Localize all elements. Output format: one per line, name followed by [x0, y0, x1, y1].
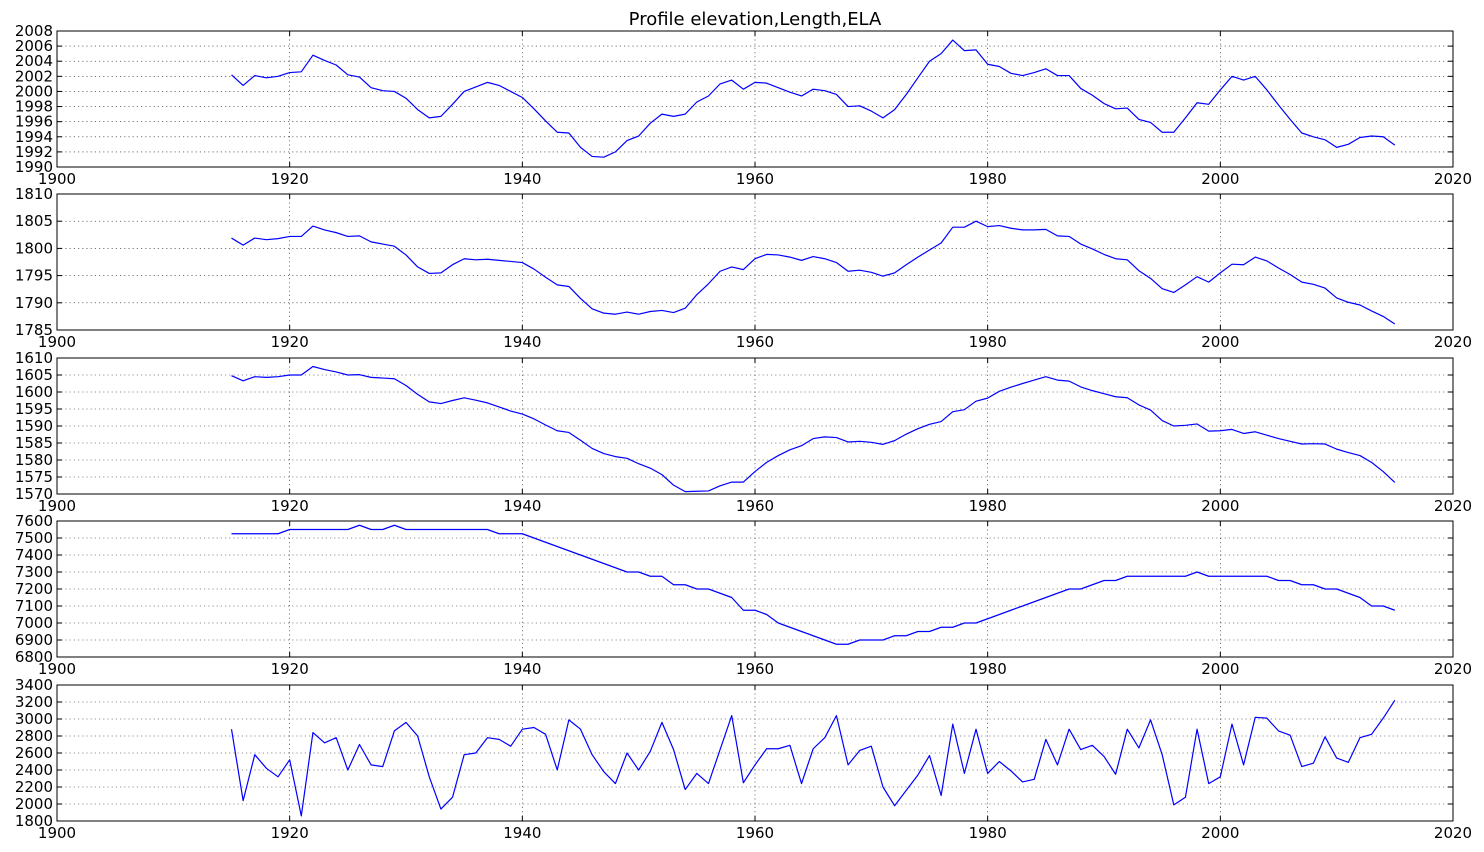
y-tick-label: 2000 [15, 82, 53, 100]
y-tick-label: 1590 [15, 417, 53, 435]
series-line [230, 699, 1396, 817]
x-tick-label: 1900 [38, 824, 76, 842]
y-tick-label: 2004 [15, 52, 53, 70]
y-tick-label: 2000 [15, 795, 53, 813]
y-tick-label: 1790 [15, 294, 53, 312]
y-tick-label: 7300 [15, 563, 53, 581]
series-line [231, 220, 1396, 325]
x-tick-label: 1940 [503, 333, 541, 351]
x-tick-label: 1900 [38, 660, 76, 678]
y-tick-label: 7100 [15, 597, 53, 615]
x-tick-label: 1980 [969, 333, 1007, 351]
x-tick-label: 1960 [736, 497, 774, 515]
y-tick-label: 1610 [15, 349, 53, 367]
x-tick-label: 2000 [1201, 497, 1239, 515]
y-tick-label: 1800 [15, 812, 53, 830]
x-tick-label: 1980 [969, 824, 1007, 842]
y-tick-label: 2002 [15, 67, 53, 85]
y-tick-label: 1994 [15, 128, 53, 146]
y-tick-label: 2800 [15, 727, 53, 745]
x-tick-label: 1960 [736, 170, 774, 188]
x-tick-label: 2000 [1201, 170, 1239, 188]
x-tick-label: 1980 [969, 170, 1007, 188]
y-tick-label: 1605 [15, 366, 53, 384]
y-tick-label: 7000 [15, 614, 53, 632]
y-tick-label: 2600 [15, 744, 53, 762]
y-tick-label: 1595 [15, 400, 53, 418]
x-tick-label: 1960 [736, 333, 774, 351]
y-tick-label: 1575 [15, 468, 53, 486]
subplot-2: 1900 1920 1940 1960 1980 2000 2020 1785 1790 1795… [15, 185, 1472, 351]
x-tick-label: 1980 [969, 497, 1007, 515]
x-tick-label: 2020 [1434, 170, 1472, 188]
y-tick-label: 7400 [15, 546, 53, 564]
y-tick-label: 1998 [15, 98, 53, 116]
x-tick-label: 1980 [969, 660, 1007, 678]
y-tick-label: 6900 [15, 631, 53, 649]
y-tick-label: 7500 [15, 529, 53, 547]
x-tick-label: 2020 [1434, 660, 1472, 678]
x-tick-label: 1940 [503, 660, 541, 678]
x-tick-label: 1940 [503, 497, 541, 515]
subplot-3: 1900 1920 1940 1960 1980 2000 2020 157015751580… [15, 349, 1472, 515]
y-tick-label: 1810 [15, 185, 53, 203]
x-tick-label: 1940 [503, 824, 541, 842]
y-tick-label: 1600 [15, 383, 53, 401]
y-tick-label: 6800 [15, 648, 53, 666]
x-tick-label: 1900 [38, 333, 76, 351]
x-tick-label: 1920 [271, 170, 309, 188]
subplot-4: 1900 1920 1940 1960 1980 2000 2020 680069007000… [15, 512, 1472, 678]
y-tick-label: 2400 [15, 761, 53, 779]
y-tick-label: 2200 [15, 778, 53, 796]
x-tick-label: 1940 [503, 170, 541, 188]
y-tick-label: 7600 [15, 512, 53, 530]
figure-title: Profile elevation,Length,ELA [629, 9, 882, 30]
y-tick-label: 1805 [15, 212, 53, 230]
y-tick-label: 3400 [15, 676, 53, 694]
x-tick-label: 1920 [271, 497, 309, 515]
y-tick-label: 1800 [15, 239, 53, 257]
y-tick-label: 7200 [15, 580, 53, 598]
y-tick-label: 1785 [15, 321, 53, 339]
y-tick-label: 1570 [15, 485, 53, 503]
x-tick-label: 1920 [271, 660, 309, 678]
x-tick-label: 1920 [271, 824, 309, 842]
x-tick-label: 1960 [736, 824, 774, 842]
y-tick-label: 3200 [15, 693, 53, 711]
y-tick-label: 2006 [15, 37, 53, 55]
x-tick-label: 1960 [736, 660, 774, 678]
x-tick-label: 1900 [38, 170, 76, 188]
x-tick-label: 2020 [1434, 497, 1472, 515]
x-tick-label: 2000 [1201, 824, 1239, 842]
y-tick-label: 2008 [15, 22, 53, 40]
series-line [231, 524, 1396, 645]
x-tick-label: 2020 [1434, 824, 1472, 842]
x-tick-label: 2000 [1201, 660, 1239, 678]
x-tick-label: 1900 [38, 497, 76, 515]
y-tick-label: 3000 [15, 710, 53, 728]
x-tick-label: 1920 [271, 333, 309, 351]
subplot-5: 1900 1920 1940 1960 1980 2000 2020180020002200… [15, 676, 1472, 842]
y-tick-label: 1580 [15, 451, 53, 469]
series-line [231, 39, 1396, 158]
series-line [231, 365, 1396, 493]
y-tick-label: 1992 [15, 143, 53, 161]
y-tick-label: 1996 [15, 113, 53, 131]
subplot-1: 1900 1920 1940 1960 1980 2000 2020 199019921994… [15, 22, 1472, 188]
y-tick-label: 1795 [15, 267, 53, 285]
y-tick-label: 1990 [15, 158, 53, 176]
x-tick-label: 2000 [1201, 333, 1239, 351]
x-tick-label: 2020 [1434, 333, 1472, 351]
subplots: 1900 1920 1940 1960 1980 2000 2020 199019921994… [15, 22, 1472, 842]
y-tick-label: 1585 [15, 434, 53, 452]
